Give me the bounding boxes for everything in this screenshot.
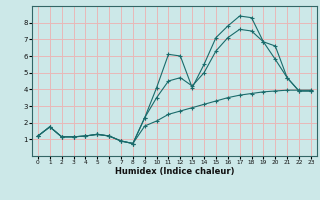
- X-axis label: Humidex (Indice chaleur): Humidex (Indice chaleur): [115, 167, 234, 176]
